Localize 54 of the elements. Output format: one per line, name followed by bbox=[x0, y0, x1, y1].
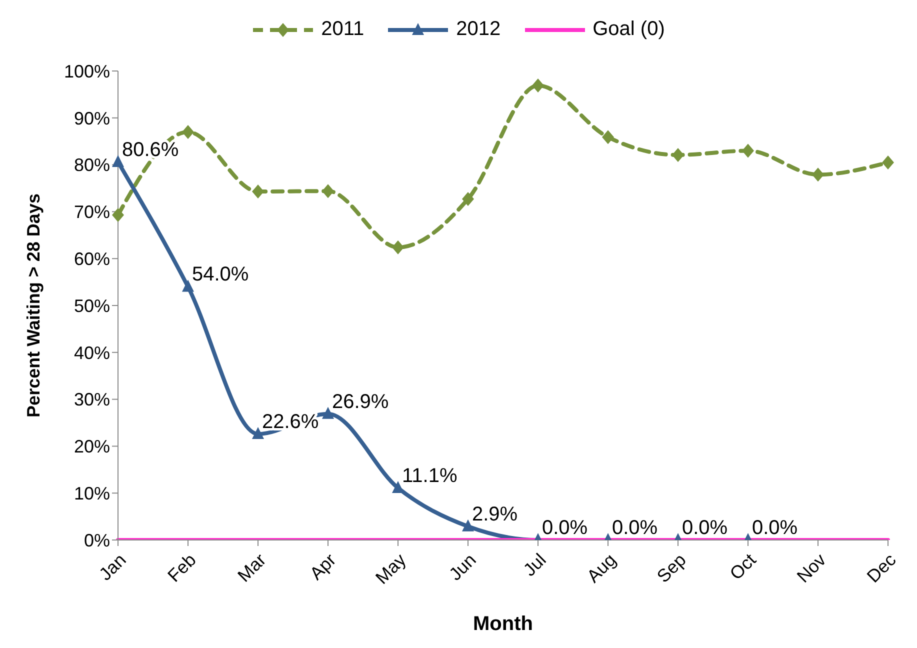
x-tick-label: Aug bbox=[583, 550, 620, 587]
y-tick-label: 0% bbox=[84, 530, 110, 550]
data-label: 0.0% bbox=[752, 517, 798, 539]
point bbox=[112, 154, 124, 167]
y-tick-label: 40% bbox=[74, 342, 110, 363]
point bbox=[602, 130, 614, 144]
x-tick-label: Nov bbox=[793, 550, 830, 587]
y-tick-label: 20% bbox=[74, 436, 110, 457]
point bbox=[462, 519, 474, 532]
y-tick-label: 60% bbox=[74, 248, 110, 269]
y-tick-label: 100% bbox=[64, 61, 110, 82]
x-tick-label: Apr bbox=[306, 550, 340, 584]
point bbox=[322, 184, 334, 198]
point bbox=[672, 148, 684, 162]
point bbox=[812, 168, 824, 182]
data-label: 11.1% bbox=[402, 464, 458, 487]
legend-label: 2012 bbox=[456, 18, 501, 41]
legend-label: 2011 bbox=[321, 18, 364, 41]
point bbox=[112, 208, 124, 222]
data-label: 26.9% bbox=[332, 390, 389, 413]
x-tick-label: Jan bbox=[95, 550, 130, 584]
x-tick-label: Oct bbox=[726, 550, 760, 584]
legend-label: Goal (0) bbox=[592, 18, 665, 41]
data-label: 0.0% bbox=[682, 517, 728, 539]
y-tick-label: 10% bbox=[74, 483, 110, 504]
point bbox=[322, 406, 334, 419]
x-tick-label: Mar bbox=[234, 550, 270, 586]
x-tick-label: Sep bbox=[653, 550, 690, 587]
point bbox=[742, 144, 754, 158]
y-tick-label: 50% bbox=[74, 296, 110, 316]
point bbox=[532, 78, 544, 93]
point bbox=[252, 184, 264, 199]
point bbox=[462, 192, 474, 206]
data-label: 54.0% bbox=[192, 264, 249, 286]
y-tick-label: 70% bbox=[74, 202, 110, 222]
point bbox=[182, 124, 194, 139]
x-tick-label: May bbox=[372, 550, 410, 588]
x-tick-label: Jul bbox=[519, 550, 550, 580]
data-label: 0.0% bbox=[542, 517, 588, 539]
data-label: 2.9% bbox=[472, 503, 518, 526]
point bbox=[182, 280, 194, 292]
x-tick-label: Feb bbox=[164, 550, 200, 586]
data-label: 0.0% bbox=[612, 517, 658, 539]
x-tick-label: Jun bbox=[445, 550, 480, 584]
y-tick-label: 90% bbox=[74, 108, 110, 128]
point bbox=[392, 240, 404, 254]
point bbox=[882, 155, 894, 170]
y-axis-title: Percent Waiting > 28 Days bbox=[23, 194, 44, 418]
y-tick-label: 80% bbox=[74, 155, 110, 176]
data-label: 80.6% bbox=[122, 138, 179, 161]
x-tick-label: Dec bbox=[863, 550, 900, 587]
point bbox=[252, 427, 264, 440]
y-tick-label: 30% bbox=[74, 390, 110, 410]
x-axis-title: Month bbox=[473, 613, 533, 635]
